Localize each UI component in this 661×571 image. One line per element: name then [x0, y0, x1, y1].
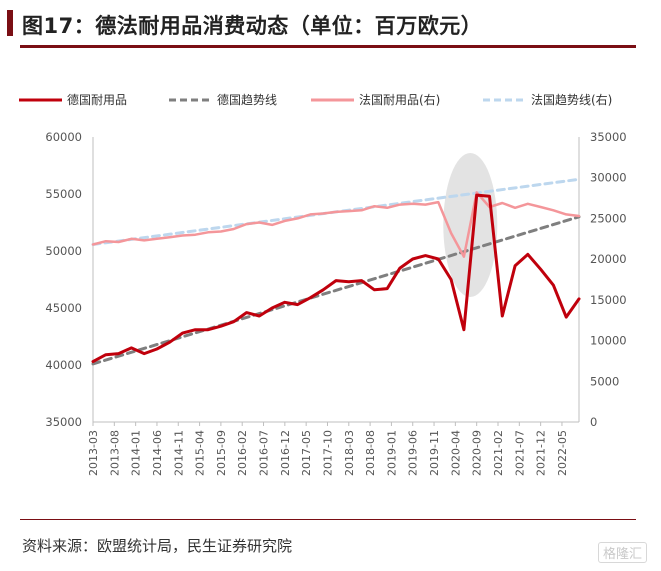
title-divider [20, 45, 636, 48]
y-left-tick-label: 40000 [45, 358, 82, 372]
x-tick-label: 2015-04 [194, 430, 207, 476]
x-tick-label: 2018-08 [364, 430, 377, 476]
legend-label-2: 法国耐用品(右) [359, 92, 440, 107]
x-tick-label: 2020-04 [449, 430, 462, 476]
series-line-2 [91, 191, 581, 258]
x-tick-label: 2016-12 [279, 430, 292, 476]
y-left-tick-label: 60000 [45, 130, 82, 144]
y-right-tick-label: 35000 [590, 130, 627, 144]
y-left-tick-label: 45000 [45, 301, 82, 315]
x-tick-label: 2015-09 [215, 430, 228, 476]
x-tick-label: 2021-02 [492, 430, 505, 476]
series-layer [91, 177, 581, 366]
legend-label-1: 德国趋势线 [217, 92, 277, 107]
x-tick-label: 2019-06 [407, 430, 420, 476]
y-left-tick-label: 35000 [45, 415, 82, 429]
axes-layer: 35000 40000 45000 50000 55000 60000 0 5000 10000… [45, 130, 626, 476]
x-tick-label: 2020-09 [471, 430, 484, 476]
y-right-tick-label: 25000 [590, 211, 627, 225]
y-right-tick-label: 30000 [590, 171, 627, 185]
y-right-tick-label: 0 [590, 415, 597, 429]
x-tick-label: 2019-01 [385, 430, 398, 476]
x-tick-label: 2013-08 [108, 430, 121, 476]
y-right-tick-label: 15000 [590, 293, 627, 307]
y-right-tick-label: 5000 [590, 374, 619, 388]
title-marker-icon [7, 10, 13, 36]
y-left-tick-label: 55000 [45, 187, 82, 201]
x-tick-label: 2022-05 [556, 430, 569, 476]
x-tick-label: 2021-12 [535, 430, 548, 476]
footer-divider [20, 519, 636, 520]
series-line-0 [91, 193, 581, 364]
y-right-tick-label: 20000 [590, 252, 627, 266]
legend-label-0: 德国耐用品 [67, 92, 127, 107]
x-tick-label: 2014-11 [172, 430, 185, 476]
x-tick-label: 2016-02 [236, 430, 249, 476]
line-chart: 35000 40000 45000 50000 55000 60000 0 5000 10000… [19, 92, 627, 476]
x-tick-label: 2014-01 [130, 430, 143, 476]
x-tick-label: 2018-03 [343, 430, 356, 476]
x-tick-label: 2013-03 [87, 430, 100, 476]
legend-label-3: 法国趋势线(右) [531, 92, 612, 107]
x-tick-label: 2017-10 [321, 430, 334, 476]
x-tick-label: 2021-07 [513, 430, 526, 476]
watermark-logo: 格隆汇 [597, 542, 647, 563]
source-note: 资料来源：欧盟统计局，民生证券研究院 [22, 537, 293, 555]
x-tick-label: 2016-07 [258, 430, 271, 476]
x-tick-label: 2019-11 [428, 430, 441, 476]
x-tick-label: 2014-06 [151, 430, 164, 476]
legend: 德国耐用品 德国趋势线 法国耐用品(右) 法国趋势线(右) [19, 92, 612, 107]
y-right-tick-label: 10000 [590, 334, 627, 348]
x-tick-label: 2017-05 [300, 430, 313, 476]
y-left-tick-label: 50000 [45, 244, 82, 258]
chart-title: 图17：德法耐用品消费动态（单位：百万欧元） [22, 14, 483, 38]
